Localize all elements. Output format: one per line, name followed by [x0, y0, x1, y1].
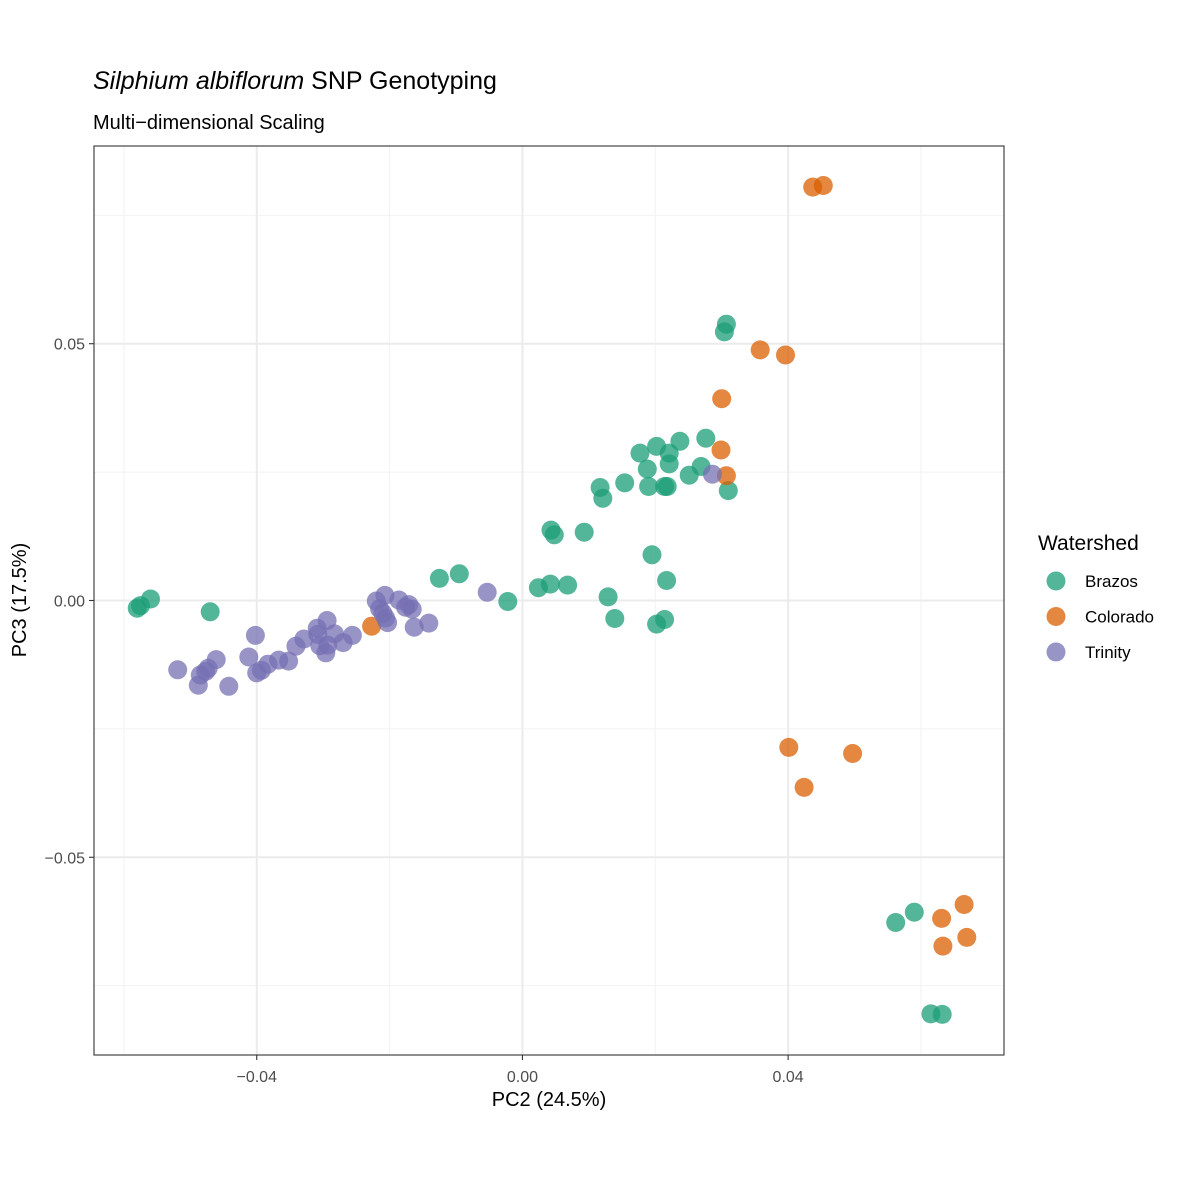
legend: Watershed Brazos Colorado Trinity [1038, 532, 1154, 662]
point-trinity [366, 591, 386, 611]
point-brazos [647, 614, 667, 634]
point-brazos [544, 525, 564, 545]
legend-key-colorado [1046, 607, 1066, 626]
point-trinity [477, 582, 497, 602]
point-brazos [429, 568, 449, 588]
y-tick-label: −0.05 [45, 850, 86, 867]
point-trinity [404, 617, 424, 637]
point-colorado [813, 176, 833, 195]
point-brazos [558, 575, 578, 595]
point-brazos [615, 473, 635, 493]
point-brazos [200, 602, 220, 622]
x-tick-label: −0.04 [236, 1069, 277, 1086]
point-trinity [247, 663, 267, 683]
x-axis-title: PC2 (24.5%) [492, 1089, 607, 1111]
point-trinity [702, 464, 722, 484]
point-colorado [750, 340, 770, 360]
point-trinity [188, 675, 208, 695]
point-colorado [711, 440, 731, 460]
point-colorado [933, 936, 953, 956]
point-colorado [362, 616, 382, 636]
legend-label-brazos: Brazos [1085, 572, 1138, 591]
point-colorado [794, 777, 814, 797]
point-colorado [957, 927, 977, 947]
data-points [127, 176, 977, 1024]
point-trinity [286, 636, 306, 656]
point-trinity [168, 660, 188, 680]
legend-label-colorado: Colorado [1085, 608, 1154, 627]
chart-title-rest: SNP Genotyping [304, 67, 497, 95]
point-brazos [598, 587, 618, 607]
point-brazos [574, 522, 594, 542]
point-brazos [659, 454, 679, 474]
point-colorado [932, 908, 952, 928]
point-brazos [498, 592, 518, 611]
point-colorado [843, 744, 863, 763]
point-brazos [696, 428, 716, 448]
chart-title-italic: Silphium albiflorum [93, 67, 304, 95]
point-brazos [540, 574, 560, 594]
point-brazos [639, 477, 659, 496]
point-brazos [904, 902, 924, 922]
y-tick-label: 0.00 [54, 594, 85, 611]
x-tick-label: 0.04 [773, 1069, 804, 1086]
point-trinity [419, 613, 439, 633]
point-trinity [245, 625, 265, 645]
point-brazos [657, 571, 677, 590]
point-trinity [239, 647, 259, 667]
legend-title: Watershed [1038, 532, 1139, 555]
y-tick-label: 0.05 [54, 337, 85, 354]
point-brazos [716, 314, 736, 334]
y-axis-title: PC3 (17.5%) [9, 543, 31, 658]
point-brazos [657, 477, 677, 496]
legend-label-trinity: Trinity [1085, 643, 1131, 662]
point-brazos [886, 913, 906, 932]
point-brazos [637, 459, 657, 479]
point-brazos [932, 1004, 952, 1024]
point-colorado [776, 345, 795, 365]
point-trinity [219, 676, 239, 696]
point-brazos [605, 609, 625, 628]
point-brazos [630, 443, 650, 463]
point-brazos [449, 564, 469, 584]
point-colorado [712, 389, 732, 409]
y-axis-ticks: −0.05 0.00 0.05 [45, 337, 94, 867]
x-axis-ticks: −0.04 0.00 0.04 [236, 1055, 804, 1086]
point-brazos [642, 545, 662, 565]
point-brazos [670, 431, 690, 451]
point-colorado [716, 466, 736, 486]
x-tick-label: 0.00 [507, 1069, 538, 1086]
point-colorado [954, 895, 974, 914]
legend-key-trinity [1046, 642, 1066, 662]
chart-title: Silphium albiflorum SNP Genotyping [93, 67, 497, 95]
point-brazos [593, 488, 613, 508]
major-gridlines [94, 146, 1004, 1055]
point-colorado [779, 737, 799, 757]
point-brazos [718, 481, 738, 501]
point-brazos [141, 589, 160, 609]
chart-subtitle: Multi−dimensional Scaling [93, 112, 325, 134]
legend-key-brazos [1046, 571, 1066, 591]
